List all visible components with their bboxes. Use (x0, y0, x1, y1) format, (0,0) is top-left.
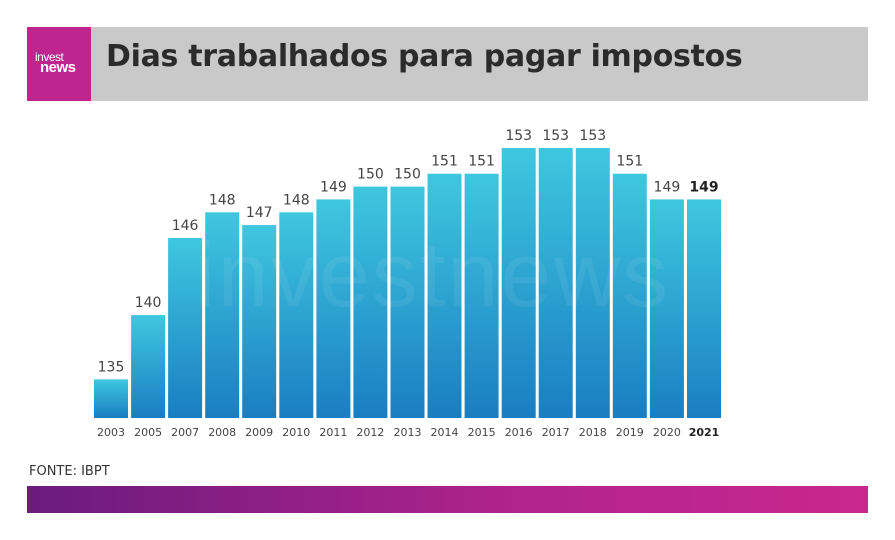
category-label-2019: 2019 (616, 426, 644, 439)
category-label-2017: 2017 (542, 426, 570, 439)
category-label-2012: 2012 (356, 426, 384, 439)
category-label-2010: 2010 (282, 426, 310, 439)
value-label-2003: 135 (98, 359, 125, 375)
bar-2018 (575, 148, 610, 418)
category-label-2013: 2013 (394, 426, 422, 439)
bar-2003 (94, 379, 128, 418)
value-label-2009: 147 (246, 205, 273, 221)
bar-2019 (612, 173, 647, 418)
bar-2005 (131, 315, 166, 418)
value-label-2011: 149 (320, 179, 347, 195)
value-label-2016: 153 (505, 128, 532, 144)
logo-text-invest: invest (35, 50, 64, 64)
bar-2016 (501, 148, 536, 418)
bar-2015 (464, 173, 499, 418)
category-label-2011: 2011 (319, 426, 347, 439)
value-label-2018: 153 (579, 128, 606, 144)
bar-2021 (687, 199, 721, 418)
bar-2010 (279, 212, 314, 418)
category-label-2021: 2021 (689, 426, 720, 439)
category-labels: 2003 2005 2007 2008 2009 2010 2011 2012 2013 2014… (97, 426, 719, 439)
category-label-2008: 2008 (208, 426, 236, 439)
footer-gradient-bar (27, 486, 868, 513)
logo-text-news: news (40, 59, 76, 76)
value-label-2013: 150 (394, 167, 421, 183)
category-label-2005: 2005 (134, 426, 162, 439)
value-label-2008: 148 (209, 192, 236, 208)
bar-2011 (316, 199, 351, 418)
value-label-2005: 140 (135, 295, 162, 311)
bar-2008 (205, 212, 240, 418)
bar-2014 (427, 173, 462, 418)
value-label-2019: 151 (616, 154, 643, 170)
value-label-2007: 146 (172, 218, 199, 234)
value-label-2010: 148 (283, 192, 310, 208)
bar-2020 (649, 199, 684, 418)
category-label-2003: 2003 (97, 426, 125, 439)
value-label-2017: 153 (542, 128, 569, 144)
bar-2012 (353, 186, 388, 418)
bar-2017 (538, 148, 573, 418)
value-label-2014: 151 (431, 154, 458, 170)
value-labels: 135 140 146 148 147 148 149 150 150 151 151 153 153 1… (98, 128, 719, 375)
bar-2013 (390, 186, 425, 418)
category-label-2014: 2014 (431, 426, 459, 439)
value-label-2021: 149 (689, 179, 718, 195)
bar-series (94, 148, 721, 418)
value-label-2020: 149 (654, 179, 681, 195)
category-label-2007: 2007 (171, 426, 199, 439)
source-note: FONTE: IBPT (29, 464, 110, 479)
value-label-2015: 151 (468, 154, 495, 170)
category-label-2015: 2015 (468, 426, 496, 439)
bar-2009 (242, 225, 277, 418)
category-label-2016: 2016 (505, 426, 533, 439)
bar-2007 (168, 238, 203, 418)
category-label-2009: 2009 (245, 426, 273, 439)
category-label-2020: 2020 (653, 426, 681, 439)
header-bar: invest news Dias trabalhados para pagar … (27, 27, 868, 101)
category-label-2018: 2018 (579, 426, 607, 439)
chart-title: Dias trabalhados para pagar impostos (106, 39, 743, 74)
value-label-2012: 150 (357, 167, 384, 183)
bar-chart: 135 140 146 148 147 148 149 150 150 151 151 153 153 1… (94, 128, 721, 439)
investnews-logo[interactable]: invest news (27, 27, 91, 101)
